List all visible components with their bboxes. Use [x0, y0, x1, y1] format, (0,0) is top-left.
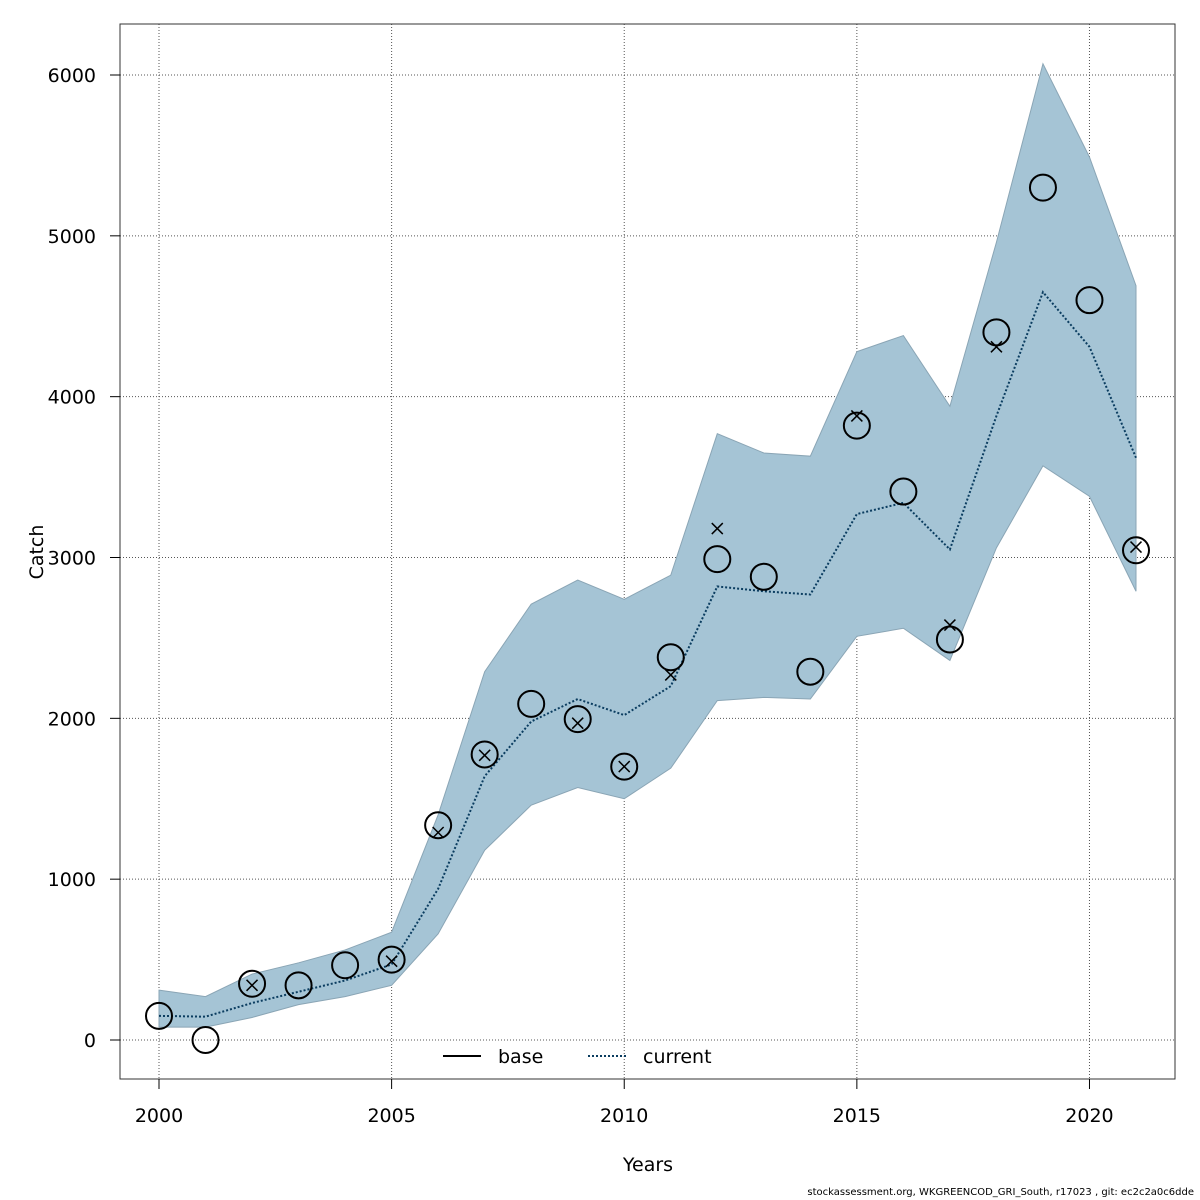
confidence-band-area — [158, 62, 1137, 1028]
predicted-cross-2012 — [711, 522, 724, 535]
x-tick-label: 2000 — [135, 1105, 183, 1127]
x-tick-label: 2010 — [600, 1105, 648, 1127]
observed-circle-2016 — [889, 477, 918, 506]
legend-label-base: base — [498, 1046, 543, 1068]
observed-circle-2020 — [1075, 286, 1104, 315]
markers — [145, 173, 1150, 1054]
observed-circle-2017 — [935, 625, 964, 654]
legend: base current — [443, 1046, 712, 1068]
y-tick-label: 5000 — [48, 226, 96, 248]
observed-circle-2021 — [1122, 536, 1150, 565]
observed-circle-2015 — [842, 411, 871, 440]
observed-circle-2006 — [424, 811, 453, 840]
y-tick-label: 1000 — [48, 869, 96, 891]
y-axis-title: Catch — [26, 525, 48, 580]
observed-circle-2000 — [145, 1001, 173, 1030]
observed-circle-2008 — [517, 689, 546, 718]
y-tick-label: 4000 — [48, 387, 96, 409]
legend-label-current: current — [643, 1046, 712, 1068]
observed-circle-2013 — [749, 562, 778, 591]
observed-circle-2005 — [377, 945, 406, 974]
y-tick-label: 0 — [84, 1030, 96, 1052]
footer-credit: stockassessment.org, WKGREENCOD_GRI_Sout… — [807, 1187, 1194, 1198]
confidence-band — [158, 62, 1137, 1028]
observed-circle-2011 — [656, 643, 685, 672]
observed-circle-2019 — [1028, 173, 1057, 202]
x-tick-label: 2015 — [833, 1105, 881, 1127]
observed-circle-2007 — [470, 740, 499, 769]
observed-circle-2004 — [331, 951, 360, 980]
predicted-cross-2006 — [432, 826, 445, 839]
observed-circle-2003 — [284, 971, 313, 1000]
observed-circle-2002 — [238, 969, 267, 998]
observed-circle-2012 — [703, 545, 732, 574]
predicted-cross-2009 — [571, 717, 584, 730]
predicted-cross-2021 — [1129, 541, 1143, 554]
y-tick-label: 6000 — [48, 65, 96, 87]
predicted-cross-2002 — [246, 979, 259, 992]
plot-frame — [119, 23, 1176, 1080]
observed-circle-2014 — [796, 657, 825, 686]
x-tick-label: 2020 — [1065, 1105, 1113, 1127]
predicted-cross-2005 — [385, 955, 398, 968]
observed-circle-2018 — [982, 318, 1011, 347]
y-tick-label: 3000 — [48, 548, 96, 570]
predicted-cross-2010 — [618, 760, 631, 773]
predicted-cross-2011 — [664, 668, 677, 681]
predicted-cross-2007 — [478, 749, 491, 762]
observed-circle-2009 — [563, 705, 592, 734]
x-axis-title: Years — [622, 1154, 673, 1176]
x-tick-label: 2005 — [367, 1105, 415, 1127]
predicted-cross-2017 — [943, 619, 956, 632]
predicted-cross-2018 — [990, 340, 1003, 353]
y-tick-label: 2000 — [48, 708, 96, 730]
observed-circle-2010 — [610, 752, 639, 781]
axes: 2000 2005 2010 2015 2020 0 1000 2000 3000 4000 500… — [48, 65, 1114, 1127]
observed-circle-2001 — [191, 1026, 220, 1054]
predicted-cross-2015 — [850, 409, 863, 422]
